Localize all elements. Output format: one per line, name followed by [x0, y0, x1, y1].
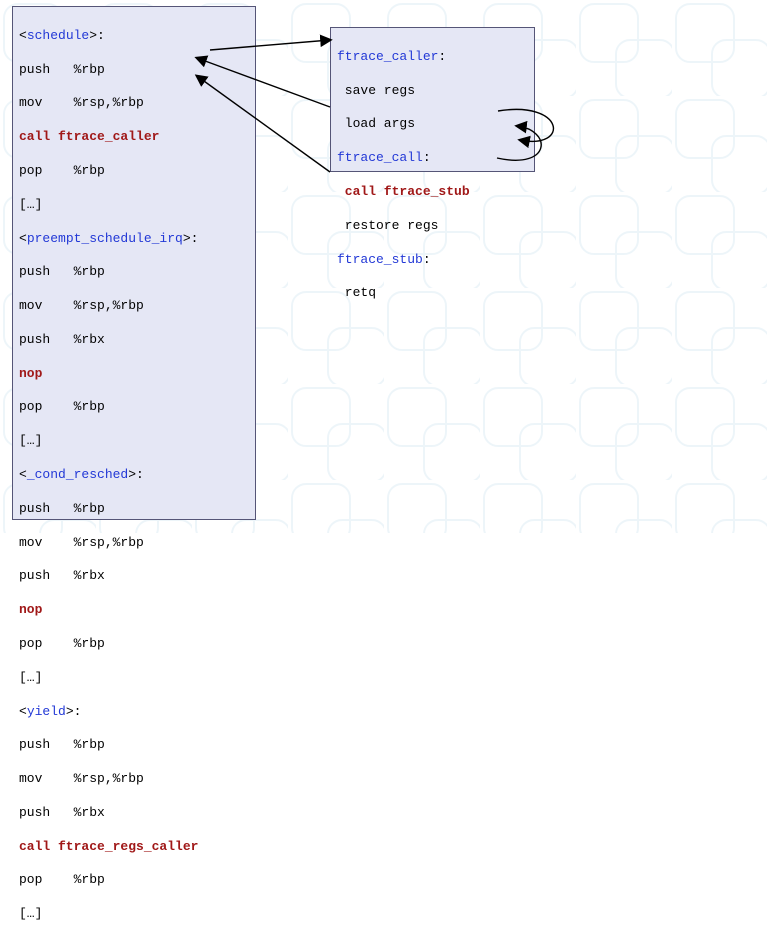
asm-line: push %rbp: [19, 501, 249, 518]
asm-line: pop %rbp: [19, 636, 249, 653]
nop-line: nop: [19, 366, 249, 383]
asm-line: pop %rbp: [19, 399, 249, 416]
asm-line: mov %rsp,%rbp: [19, 535, 249, 552]
left-code-box: <schedule>: push %rbp mov %rsp,%rbp call…: [12, 6, 256, 520]
asm-line: pop %rbp: [19, 163, 249, 180]
label-ftrace-caller: ftrace_caller:: [337, 49, 528, 66]
label-ftrace-call: ftrace_call:: [337, 150, 528, 167]
asm-line: push %rbx: [19, 805, 249, 822]
asm-line: mov %rsp,%rbp: [19, 95, 249, 112]
call-ftrace-caller: call ftrace_caller: [19, 129, 249, 146]
call-ftrace-regs-caller: call ftrace_regs_caller: [19, 839, 249, 856]
ellipsis: […]: [19, 433, 249, 450]
fn-header: <schedule>:: [19, 28, 249, 45]
asm-line: push %rbp: [19, 62, 249, 79]
fn-header: <preempt_schedule_irq>:: [19, 231, 249, 248]
asm-line: save regs: [337, 83, 528, 100]
fn-header: <yield>:: [19, 704, 249, 721]
asm-line: restore regs: [337, 218, 528, 235]
ellipsis: […]: [19, 906, 249, 923]
asm-line: mov %rsp,%rbp: [19, 771, 249, 788]
fn-header: <_cond_resched>:: [19, 467, 249, 484]
right-code-box: ftrace_caller: save regs load args ftrac…: [330, 27, 535, 172]
asm-line: push %rbp: [19, 264, 249, 281]
asm-line: pop %rbp: [19, 872, 249, 889]
asm-line: load args: [337, 116, 528, 133]
asm-line: retq: [337, 285, 528, 302]
nop-line: nop: [19, 602, 249, 619]
asm-line: push %rbp: [19, 737, 249, 754]
asm-line: push %rbx: [19, 332, 249, 349]
call-ftrace-stub: call ftrace_stub: [337, 184, 528, 201]
asm-line: mov %rsp,%rbp: [19, 298, 249, 315]
asm-line: push %rbx: [19, 568, 249, 585]
label-ftrace-stub: ftrace_stub:: [337, 252, 528, 269]
ellipsis: […]: [19, 197, 249, 214]
ellipsis: […]: [19, 670, 249, 687]
